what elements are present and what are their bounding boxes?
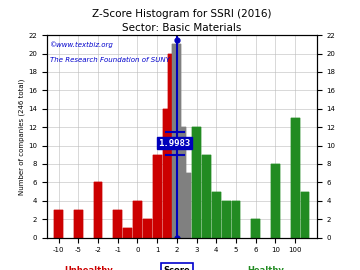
Bar [182, 173, 191, 238]
Bar [167, 53, 176, 238]
Bar [54, 210, 63, 238]
Bar [94, 182, 103, 238]
Bar [74, 210, 83, 238]
Bar [163, 109, 171, 238]
Bar [133, 201, 142, 238]
Bar [182, 173, 191, 238]
Bar [301, 192, 309, 238]
Bar [153, 155, 162, 238]
Bar [231, 201, 240, 238]
Bar [291, 118, 300, 238]
Bar [172, 44, 181, 238]
Bar [153, 155, 162, 238]
Bar [251, 219, 260, 238]
Bar [301, 192, 309, 238]
Bar [74, 210, 83, 238]
Y-axis label: Number of companies (246 total): Number of companies (246 total) [19, 78, 25, 195]
Bar [192, 127, 201, 238]
Bar [54, 210, 63, 238]
Text: Score: Score [163, 266, 190, 270]
Text: 1.9983: 1.9983 [158, 139, 191, 148]
Bar [192, 127, 201, 238]
Bar [113, 210, 122, 238]
Title: Z-Score Histogram for SSRI (2016)
Sector: Basic Materials: Z-Score Histogram for SSRI (2016) Sector… [92, 9, 271, 33]
Bar [163, 109, 171, 238]
Bar [177, 127, 186, 238]
Bar [123, 228, 132, 238]
Bar [222, 201, 230, 238]
Bar [251, 219, 260, 238]
Bar [143, 219, 152, 238]
Bar [133, 201, 142, 238]
Text: ©www.textbiz.org: ©www.textbiz.org [50, 41, 113, 48]
Bar [123, 228, 132, 238]
Bar [291, 118, 300, 238]
Bar [167, 53, 176, 238]
Bar [202, 155, 211, 238]
Bar [172, 44, 181, 238]
Text: Healthy: Healthy [247, 266, 284, 270]
Bar [113, 210, 122, 238]
Bar [271, 164, 280, 238]
Bar [271, 164, 280, 238]
Bar [212, 192, 221, 238]
Bar [222, 201, 230, 238]
Bar [212, 192, 221, 238]
Text: Unhealthy: Unhealthy [64, 266, 113, 270]
Bar [143, 219, 152, 238]
Bar [94, 182, 103, 238]
Bar [177, 127, 186, 238]
Bar [231, 201, 240, 238]
Text: The Research Foundation of SUNY: The Research Foundation of SUNY [50, 58, 169, 63]
Bar [202, 155, 211, 238]
